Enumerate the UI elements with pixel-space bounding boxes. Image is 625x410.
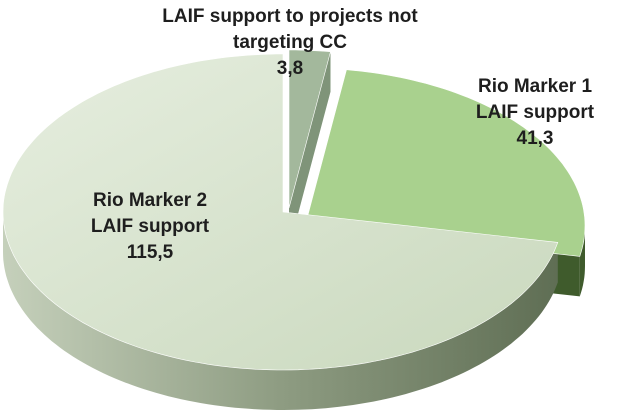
label-2: Rio Marker 2 LAIF support 115,5 [70, 188, 230, 266]
value-label: 3,8 [276, 58, 304, 79]
slice [304, 69, 586, 257]
value-label: 115,5 [126, 242, 174, 263]
label-0: LAIF support to projects not targeting C… [150, 4, 430, 82]
slice [288, 49, 331, 209]
slice-side [579, 226, 585, 297]
value-label: 41,3 [516, 128, 554, 149]
slice-side [3, 212, 558, 410]
slice-cut-face [289, 51, 331, 249]
slice [2, 53, 559, 371]
category-label: Rio Marker 2 LAIF support [90, 190, 210, 237]
category-label: LAIF support to projects not targeting C… [162, 6, 418, 53]
label-1: Rio Marker 1 LAIF support 41,3 [455, 74, 615, 152]
category-label: Rio Marker 1 LAIF support [475, 76, 595, 123]
